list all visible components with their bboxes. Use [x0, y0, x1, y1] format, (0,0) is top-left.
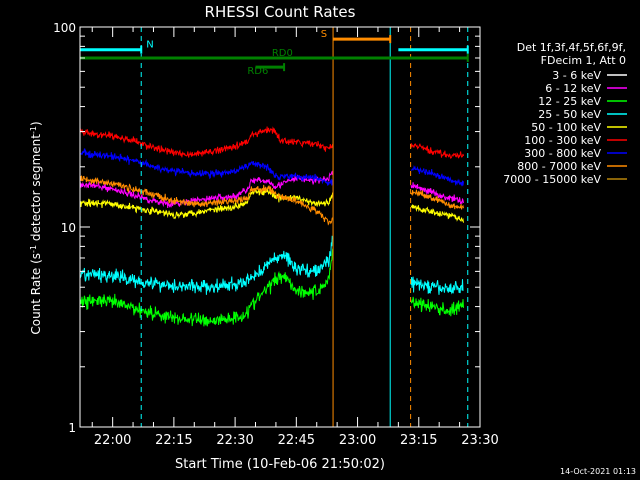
- y-tick-label-0: 1: [68, 421, 76, 435]
- legend-label-2: 12 - 25 keV: [538, 95, 601, 108]
- series-line-3: [79, 235, 464, 295]
- y-tick-label-2: 100: [53, 21, 76, 35]
- annotation-label-2: RD0: [272, 48, 293, 59]
- series-line-6: [79, 148, 464, 187]
- legend-header-line2: FDecim 1, Att 0: [541, 54, 626, 67]
- y-axis-label-part2: detector segment: [29, 134, 43, 245]
- series-line-2: [79, 248, 464, 327]
- x-tick-label-4: 23:00: [339, 433, 376, 448]
- legend-label-5: 100 - 300 keV: [524, 134, 601, 147]
- legend-label-6: 300 - 800 keV: [524, 147, 601, 160]
- x-axis-label: Start Time (10-Feb-06 21:50:02): [175, 457, 385, 472]
- x-tick-label-3: 22:45: [278, 433, 315, 448]
- x-tick-label-1: 22:15: [155, 433, 192, 448]
- annotation-label-0: N: [146, 40, 153, 51]
- x-tick-label-6: 23:30: [461, 433, 498, 448]
- y-axis-label-sup1: -1: [29, 245, 38, 253]
- y-axis-label: Count Rate (s-1 detector segment-1): [29, 121, 43, 334]
- series-line-0: [79, 265, 464, 376]
- y-axis-label-sup2: -1: [29, 126, 38, 134]
- x-tick-label-5: 23:15: [400, 433, 437, 448]
- y-tick-label-1: 10: [61, 221, 76, 235]
- y-axis-label-part1: Count Rate (s: [29, 253, 43, 335]
- annotation-label-3: RD6: [247, 66, 268, 77]
- legend-label-8: 7000 - 15000 keV: [503, 173, 601, 186]
- y-axis-label-part3: ): [29, 121, 43, 126]
- legend-label-7: 800 - 7000 keV: [517, 160, 601, 173]
- series-line-5: [79, 126, 464, 160]
- legend-label-1: 6 - 12 keV: [545, 82, 601, 95]
- annotation-label-1: S: [321, 29, 327, 40]
- series-line-4: [79, 187, 464, 223]
- series-line-1: [79, 170, 464, 209]
- chart-title: RHESSI Count Rates: [205, 3, 356, 21]
- plot-area: N S RD0 RD6 1 10 100 22:00 22:15 22:30 22:45 23:00 2…: [53, 21, 499, 448]
- legend-label-4: 50 - 100 keV: [531, 121, 601, 134]
- generation-timestamp: 14-Oct-2021 01:13: [560, 467, 636, 476]
- legend-header-line1: Det 1f,3f,4f,5f,6f,9f,: [517, 41, 626, 54]
- x-tick-label-0: 22:00: [94, 433, 131, 448]
- legend-label-0: 3 - 6 keV: [552, 69, 601, 82]
- series-line-7: [79, 175, 464, 226]
- legend-label-3: 25 - 50 keV: [538, 108, 601, 121]
- x-tick-label-2: 22:30: [216, 433, 253, 448]
